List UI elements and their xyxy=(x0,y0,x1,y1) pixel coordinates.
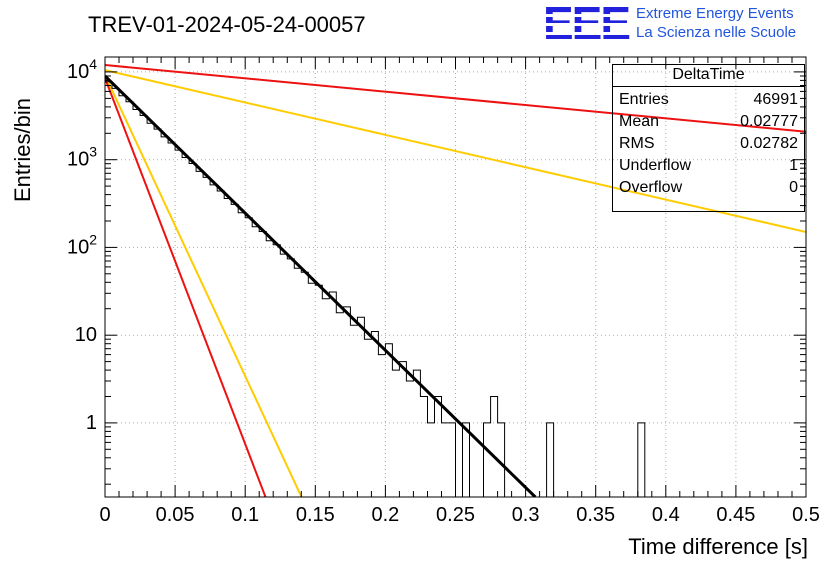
stats-row: Mean 0.02777 xyxy=(613,109,804,131)
eee-logo-acronym: EEE xyxy=(542,0,631,48)
svg-text:0.1: 0.1 xyxy=(231,504,259,526)
svg-text:0.25: 0.25 xyxy=(436,504,475,526)
eee-logo-text: Extreme Energy Events La Scienza nelle S… xyxy=(636,2,796,41)
logo-line1: Extreme Energy Events xyxy=(636,5,794,22)
stats-label: Underflow xyxy=(619,157,692,174)
svg-text:0.5: 0.5 xyxy=(792,504,820,526)
stats-value: 0 xyxy=(789,179,798,196)
svg-text:0.15: 0.15 xyxy=(296,504,335,526)
svg-text:0.2: 0.2 xyxy=(371,504,399,526)
stats-row: Overflow 0 xyxy=(613,175,804,197)
stats-box: DeltaTime Entries 46991 Mean 0.02777 RMS… xyxy=(612,64,805,212)
plot-title: TREV-01-2024-05-24-00057 xyxy=(88,12,366,37)
stats-value: 0.02782 xyxy=(740,135,798,152)
y-axis-title: Entries/bin xyxy=(10,98,35,202)
svg-text:0.05: 0.05 xyxy=(156,504,195,526)
stats-value: 0.02777 xyxy=(740,113,798,130)
stats-value: 46991 xyxy=(753,91,799,108)
svg-text:0.3: 0.3 xyxy=(512,504,540,526)
logo-stripe xyxy=(542,23,631,26)
stats-value: 1 xyxy=(789,157,798,174)
svg-text:0.45: 0.45 xyxy=(716,504,755,526)
stats-row: Underflow 1 xyxy=(613,153,804,175)
stats-label: RMS xyxy=(619,135,655,152)
logo-stripe xyxy=(542,32,631,35)
stats-label: Entries xyxy=(619,91,669,108)
svg-text:10: 10 xyxy=(75,324,97,346)
svg-text:0: 0 xyxy=(99,504,110,526)
stats-row: Entries 46991 xyxy=(613,87,804,109)
logo-line2: La Scienza nelle Scuole xyxy=(636,24,797,41)
svg-text:1: 1 xyxy=(86,412,97,434)
stats-label: Mean xyxy=(619,113,660,130)
logo-stripe xyxy=(542,14,631,17)
stats-title: DeltaTime xyxy=(613,65,804,87)
svg-text:103: 103 xyxy=(67,144,97,171)
svg-text:104: 104 xyxy=(67,56,97,83)
svg-text:102: 102 xyxy=(67,231,97,258)
svg-text:0.35: 0.35 xyxy=(576,504,615,526)
x-axis-title: Time difference [s] xyxy=(628,534,808,559)
eee-logo: EEE Extreme Energy Events La Scienza nel… xyxy=(542,0,796,48)
svg-text:0.4: 0.4 xyxy=(652,504,680,526)
stats-label: Overflow xyxy=(619,179,683,196)
stats-row: RMS 0.02782 xyxy=(613,131,804,153)
